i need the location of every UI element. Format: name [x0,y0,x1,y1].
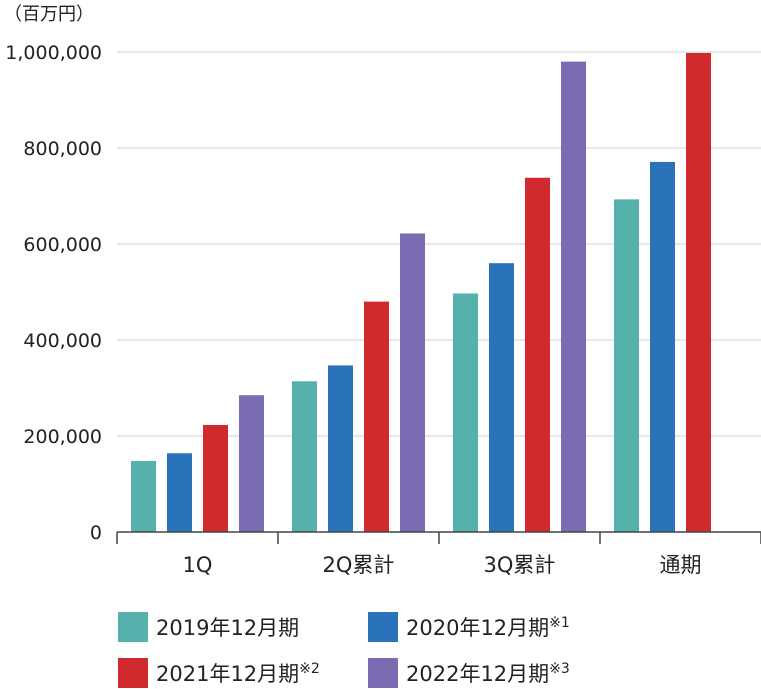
bar-chart: （百万円） 0 200,000 400,000 600,000 800,000 1,000… [4,4,761,577]
legend-note: ※2 [299,661,320,677]
y-tick-label: 400,000 [23,330,102,352]
bar [525,177,550,532]
bar [167,453,192,532]
bar [561,61,586,532]
bar [686,52,711,533]
y-tick-label: 1,000,000 [5,42,102,64]
legend-item-2021: 2021年12月期※2 [118,658,320,688]
bar [364,301,389,532]
bar [489,263,514,532]
x-tick-label: 1Q [183,553,213,577]
legend-label: 2021年12月期 [156,662,300,686]
legend-swatch [118,612,148,642]
bar [453,293,478,532]
legend-label: 2022年12月期 [406,662,550,686]
bar [292,381,317,532]
bars [131,52,711,533]
bar [131,460,156,532]
x-axis-labels: 1Q 2Q累計 3Q累計 通期 [183,553,702,577]
legend-swatch [368,612,398,642]
y-tick-label: 800,000 [23,138,102,160]
legend-note: ※1 [549,615,570,631]
legend-swatch [118,658,148,688]
legend-swatch [368,658,398,688]
bar [328,365,353,532]
y-tick-label: 0 [90,522,102,544]
y-axis-ticks: 0 200,000 400,000 600,000 800,000 1,000,000 [5,42,102,544]
legend-label: 2020年12月期 [406,616,550,640]
x-tick-label: 3Q累計 [484,553,556,577]
bar [400,233,425,532]
legend-note: ※3 [549,661,570,677]
legend-item-2020: 2020年12月期※1 [368,612,570,642]
legend-item-2019: 2019年12月期 [118,612,299,642]
legend-label: 2019年12月期 [156,616,300,640]
unit-label: （百万円） [4,4,94,25]
bar [203,424,228,532]
x-tick-label: 2Q累計 [323,553,395,577]
bar [239,395,264,532]
bar [650,161,675,533]
y-tick-label: 600,000 [23,234,102,256]
bar [614,199,639,533]
x-tick-label: 通期 [660,553,702,577]
x-axis [116,531,761,544]
y-tick-label: 200,000 [23,426,102,448]
legend-item-2022: 2022年12月期※3 [368,658,570,688]
